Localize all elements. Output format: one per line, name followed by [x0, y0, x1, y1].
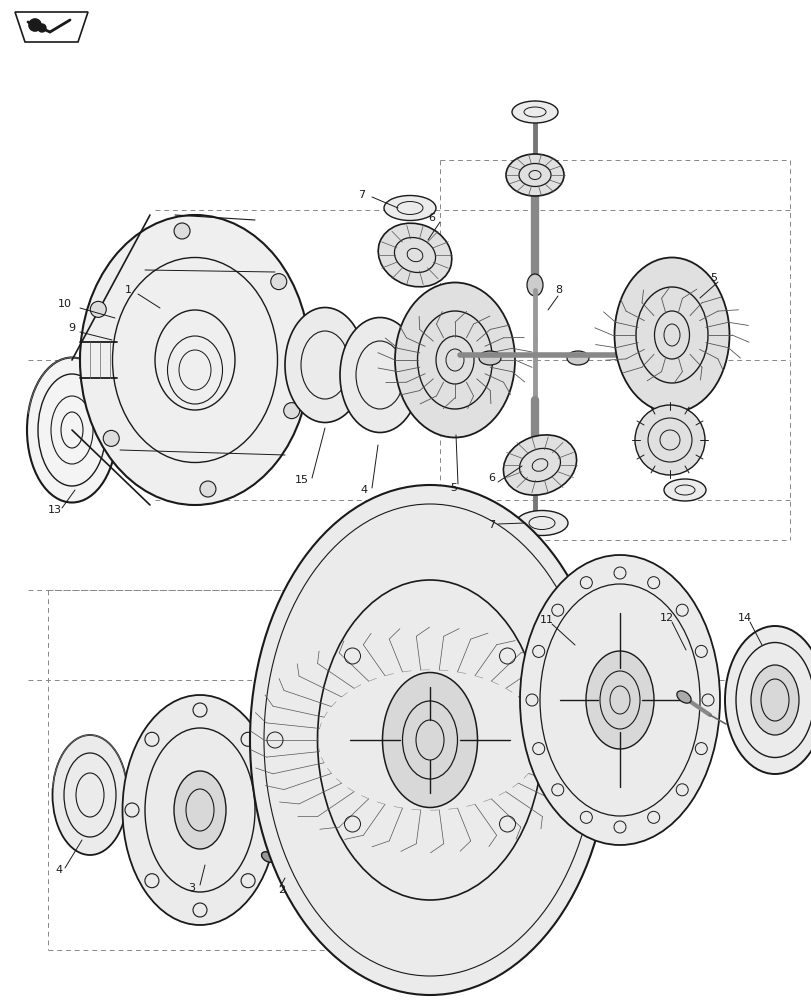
Ellipse shape — [285, 308, 365, 422]
Circle shape — [200, 481, 216, 497]
Ellipse shape — [750, 665, 798, 735]
Ellipse shape — [394, 282, 514, 438]
Text: 14: 14 — [737, 613, 751, 623]
Text: 11: 11 — [539, 615, 553, 625]
Ellipse shape — [384, 196, 436, 221]
Ellipse shape — [515, 510, 568, 536]
Text: 6: 6 — [487, 473, 495, 483]
Text: 15: 15 — [294, 475, 309, 485]
Circle shape — [634, 405, 704, 475]
Circle shape — [103, 430, 119, 446]
Ellipse shape — [566, 351, 588, 365]
Circle shape — [283, 403, 299, 419]
Text: 8: 8 — [554, 285, 561, 295]
Ellipse shape — [614, 257, 728, 412]
Ellipse shape — [505, 154, 564, 196]
Ellipse shape — [586, 651, 653, 749]
Ellipse shape — [724, 626, 811, 774]
Ellipse shape — [122, 695, 277, 925]
Text: 7: 7 — [487, 520, 495, 530]
Ellipse shape — [250, 485, 609, 995]
Text: 9: 9 — [68, 323, 75, 333]
Ellipse shape — [503, 435, 576, 495]
Ellipse shape — [53, 735, 127, 855]
Text: 13: 13 — [48, 505, 62, 515]
Ellipse shape — [663, 479, 705, 501]
Text: 4: 4 — [359, 485, 367, 495]
Ellipse shape — [378, 223, 451, 287]
Text: 1: 1 — [125, 285, 132, 295]
Ellipse shape — [676, 691, 690, 703]
Circle shape — [270, 274, 286, 290]
Ellipse shape — [519, 555, 719, 845]
Ellipse shape — [340, 318, 419, 432]
Circle shape — [38, 24, 46, 32]
Text: 10: 10 — [58, 299, 72, 309]
Ellipse shape — [478, 351, 500, 365]
Text: 5: 5 — [449, 483, 457, 493]
Ellipse shape — [526, 274, 543, 296]
Text: 6: 6 — [427, 213, 435, 223]
Ellipse shape — [27, 358, 117, 502]
Ellipse shape — [382, 672, 477, 808]
Circle shape — [90, 301, 106, 317]
Ellipse shape — [512, 101, 557, 123]
Text: 4: 4 — [55, 865, 62, 875]
Circle shape — [29, 19, 41, 31]
Text: 3: 3 — [188, 883, 195, 893]
Ellipse shape — [261, 852, 274, 862]
Ellipse shape — [80, 215, 310, 505]
Text: 2: 2 — [277, 885, 285, 895]
Text: 7: 7 — [358, 190, 365, 200]
Text: 5: 5 — [709, 273, 716, 283]
Circle shape — [174, 223, 190, 239]
Ellipse shape — [526, 454, 543, 476]
Text: 12: 12 — [659, 613, 673, 623]
Polygon shape — [15, 12, 88, 42]
Ellipse shape — [174, 771, 225, 849]
